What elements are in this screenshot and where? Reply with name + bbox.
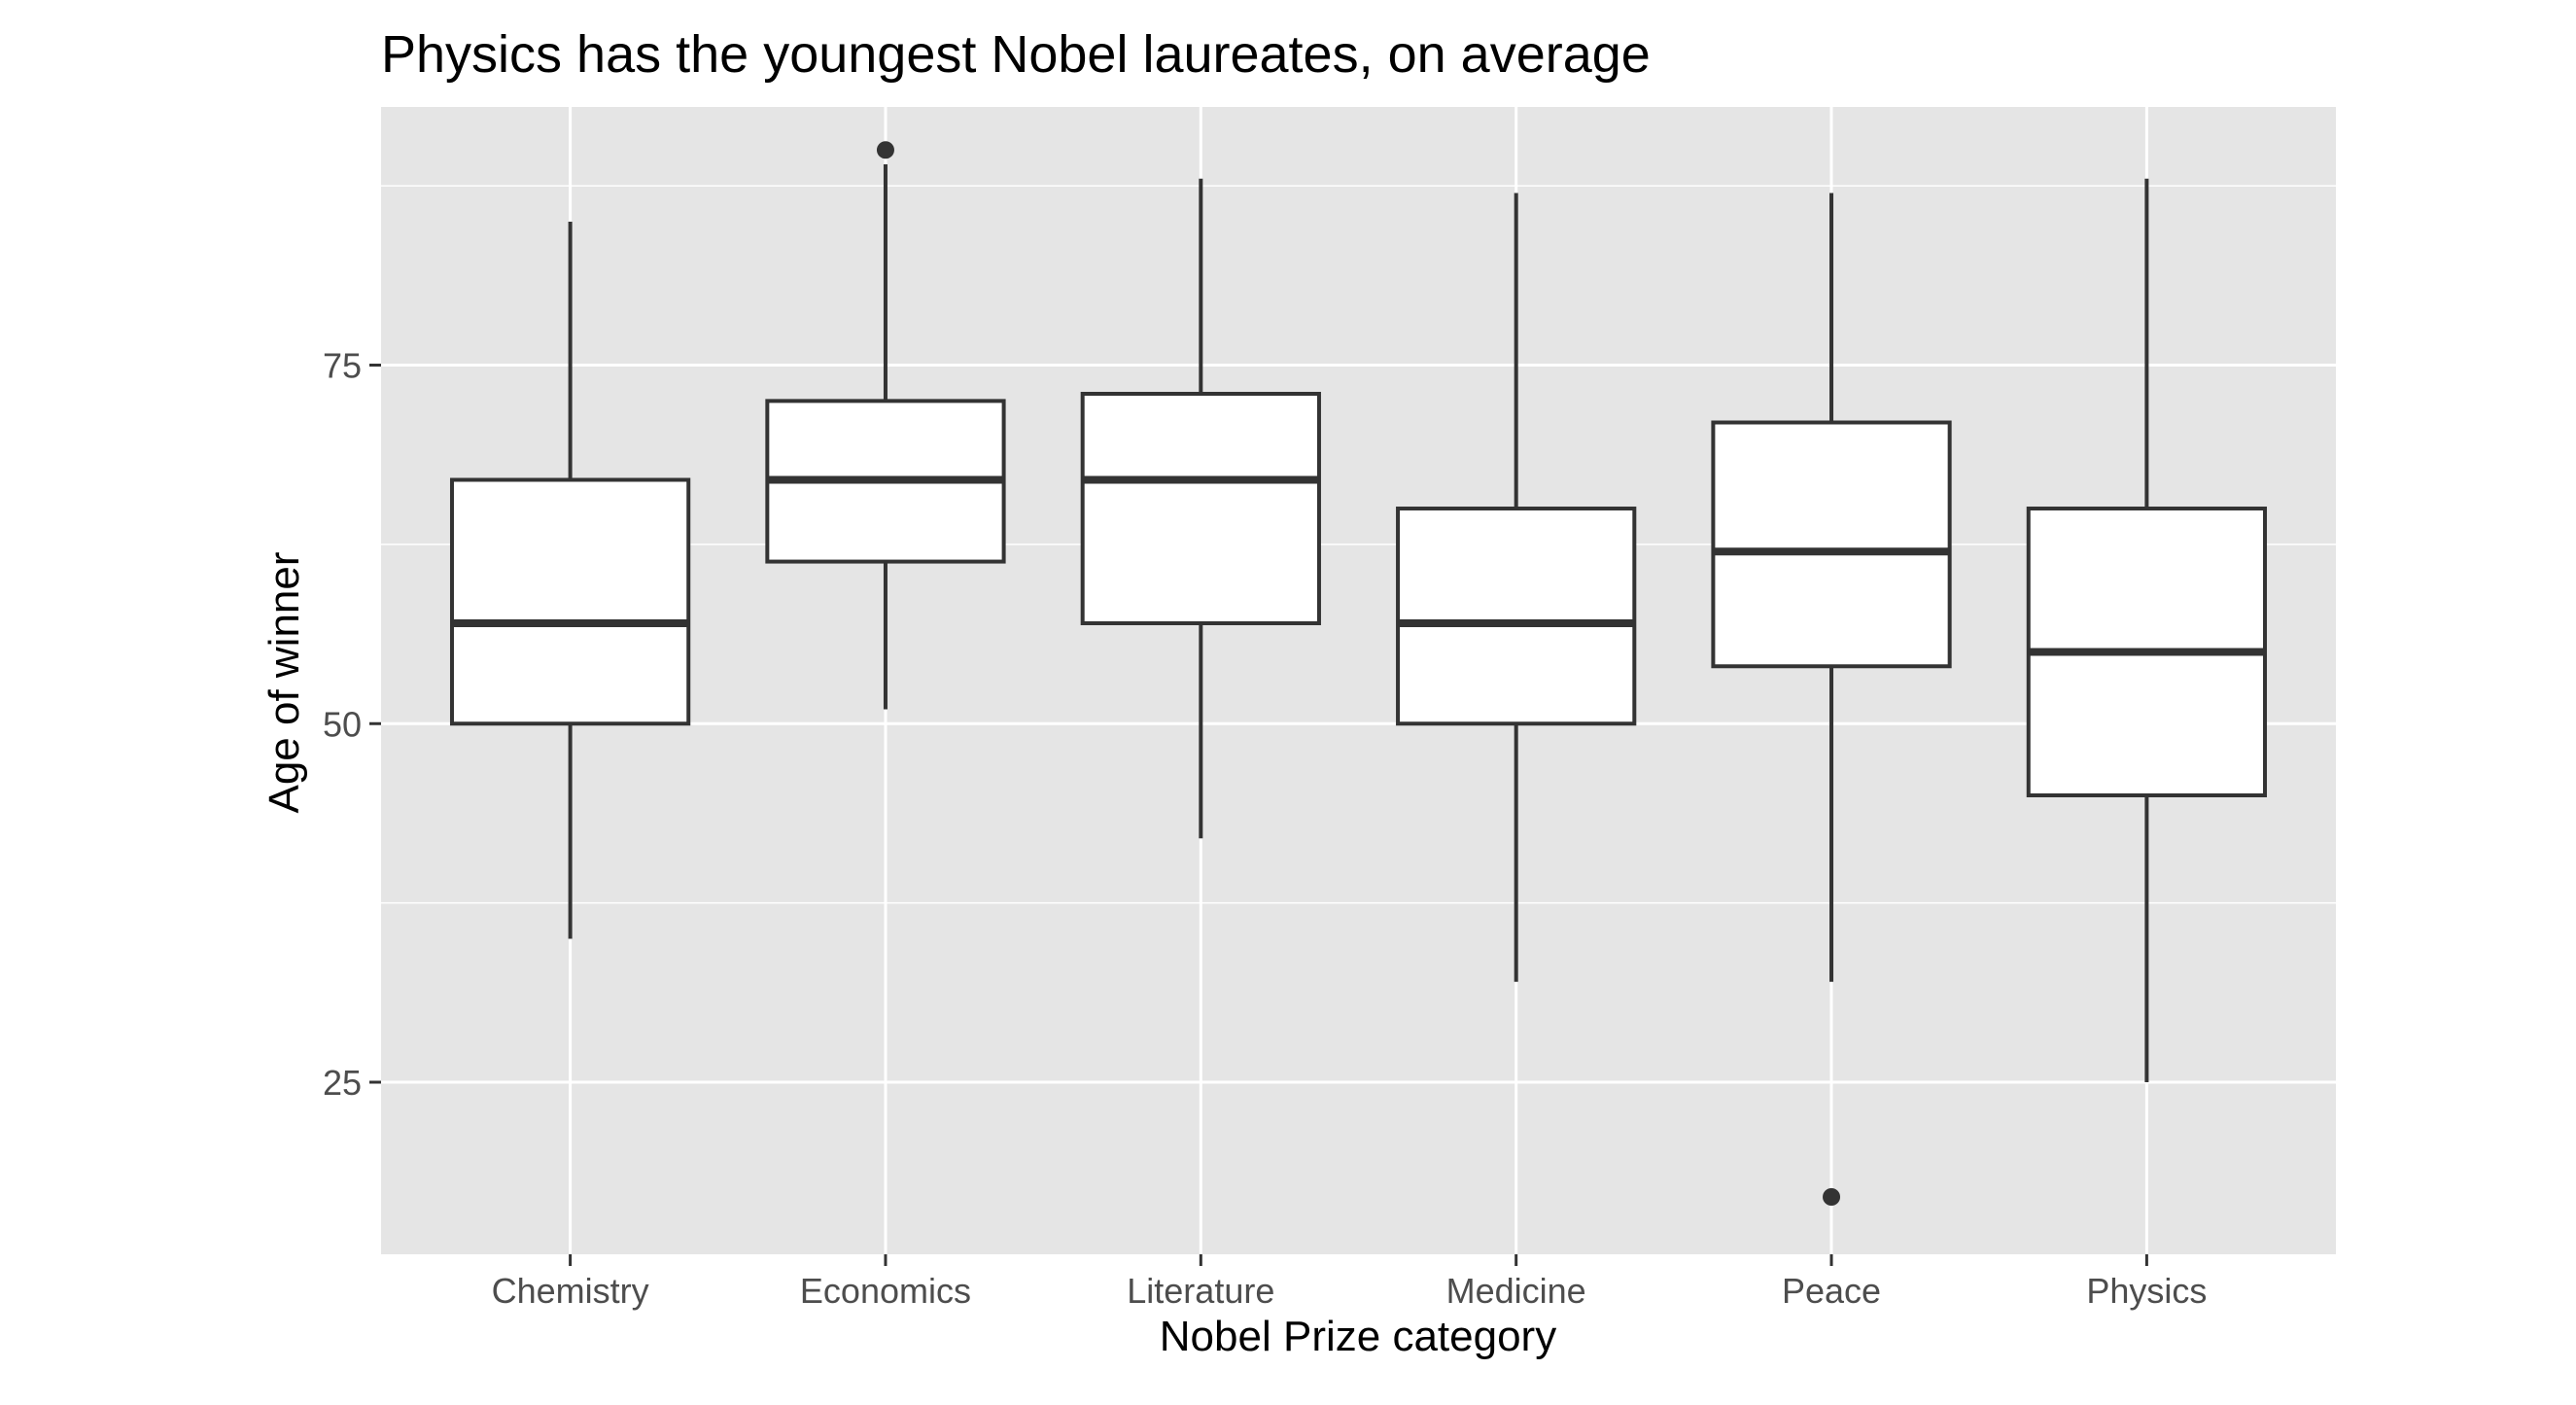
chart-title: Physics has the youngest Nobel laureates… [381,25,1651,84]
y-tick-label: 25 [323,1063,362,1103]
x-tick-label: Economics [800,1271,971,1311]
box-chemistry [449,222,691,939]
box-iqr [1396,507,1637,726]
box-medicine [1396,193,1637,982]
box-economics [765,141,1006,710]
y-axis-title: Age of winner [261,551,308,813]
outlier-point [1823,1188,1841,1206]
box-layer [449,141,2268,1206]
box-iqr [1080,392,1321,625]
y-tick-label: 75 [323,346,362,386]
box-literature [1080,178,1321,839]
axis-layer: 25 50 75 Chemistry Economics Literature Medici… [323,346,2207,1312]
box-iqr [449,477,691,726]
x-tick-label: Literature [1127,1271,1274,1311]
x-axis-title: Nobel Prize category [1160,1313,1556,1360]
x-tick-label: Medicine [1446,1271,1586,1311]
outlier-point [876,141,894,159]
x-tick-label: Chemistry [492,1271,649,1311]
panel-background [381,107,2336,1254]
box-physics [2026,178,2268,1082]
x-tick-label: Physics [2086,1271,2207,1311]
x-tick-label: Peace [1782,1271,1881,1311]
box-iqr [1711,420,1952,669]
box-peace [1711,193,1952,1206]
y-tick-label: 50 [323,704,362,744]
